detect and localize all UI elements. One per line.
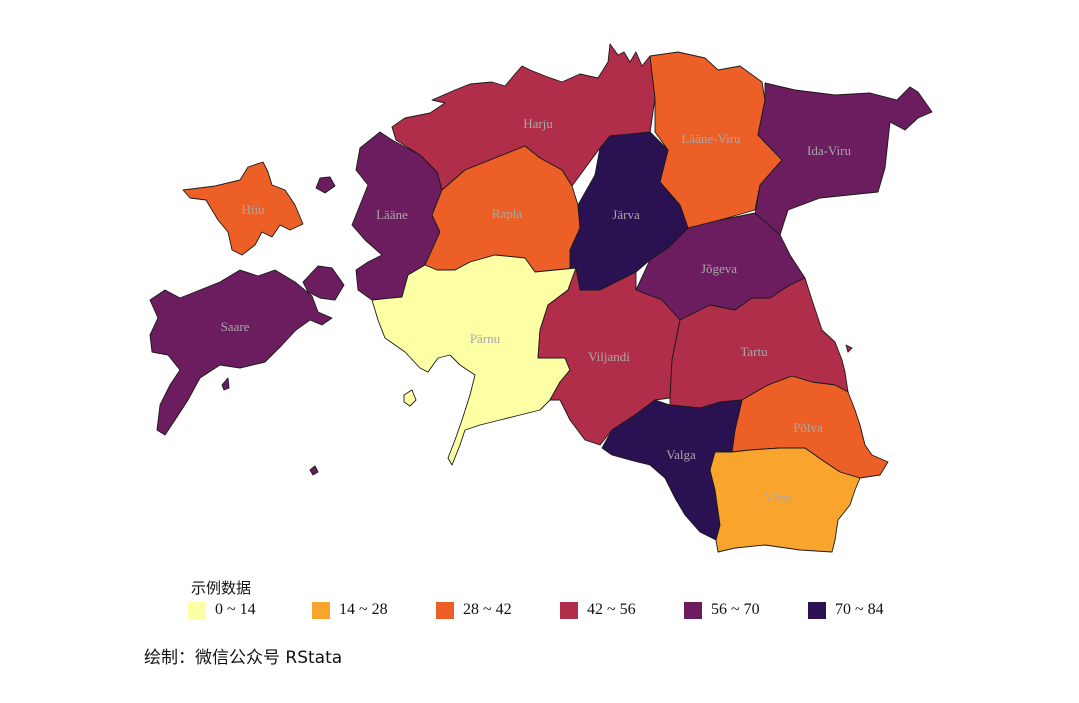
county-label-jogeva: Jõgeva [701, 261, 737, 276]
county-label-harju: Harju [523, 116, 553, 131]
county-voru[interactable] [709, 447, 861, 553]
legend-swatch [560, 601, 578, 619]
legend-items: 0 ~ 14 14 ~ 28 28 ~ 42 42 ~ 56 56 ~ 70 7… [188, 601, 932, 619]
legend-swatch [312, 601, 330, 619]
county-label-viljandi: Viljandi [588, 349, 630, 364]
legend-swatch [684, 601, 702, 619]
county-label-saare: Saare [221, 319, 250, 334]
county-hiiu[interactable] [182, 161, 304, 256]
county-label-laane-viru: Lääne-Viru [681, 131, 741, 146]
legend-swatch [436, 601, 454, 619]
legend-label: 70 ~ 84 [835, 601, 884, 618]
county-label-parnu: Pärnu [470, 331, 501, 346]
legend-swatch [188, 601, 206, 619]
legend-label: 14 ~ 28 [339, 601, 388, 618]
county-parnu[interactable] [371, 254, 577, 466]
county-label-valga: Valga [666, 447, 696, 462]
legend-item: 14 ~ 28 [312, 601, 436, 619]
legend-item: 0 ~ 14 [188, 601, 312, 619]
map-legend: 示例数据 0 ~ 14 14 ~ 28 28 ~ 42 42 ~ 56 56 ~… [188, 577, 948, 625]
legend-item: 42 ~ 56 [560, 601, 684, 619]
legend-item: 28 ~ 42 [436, 601, 560, 619]
legend-item: 56 ~ 70 [684, 601, 808, 619]
legend-label: 56 ~ 70 [711, 601, 760, 618]
county-label-voru: Võru [765, 490, 792, 505]
county-label-jarva: Järva [612, 207, 640, 222]
county-label-laane: Lääne [376, 207, 408, 222]
county-ida-viru[interactable] [754, 82, 933, 236]
legend-label: 0 ~ 14 [215, 601, 256, 618]
county-label-tartu: Tartu [740, 344, 768, 359]
legend-item: 70 ~ 84 [808, 601, 932, 619]
county-saare[interactable] [149, 265, 345, 476]
legend-swatch [808, 601, 826, 619]
caption: 绘制：微信公众号 RStata [144, 648, 343, 668]
county-label-rapla: Rapla [492, 206, 523, 221]
legend-label: 42 ~ 56 [587, 601, 636, 618]
county-label-polva: Põlva [793, 420, 823, 435]
county-label-hiiu: Hiiu [241, 202, 265, 217]
county-label-ida-viru: Ida-Viru [807, 143, 851, 158]
legend-title: 示例数据 [191, 579, 252, 597]
legend-label: 28 ~ 42 [463, 601, 512, 618]
